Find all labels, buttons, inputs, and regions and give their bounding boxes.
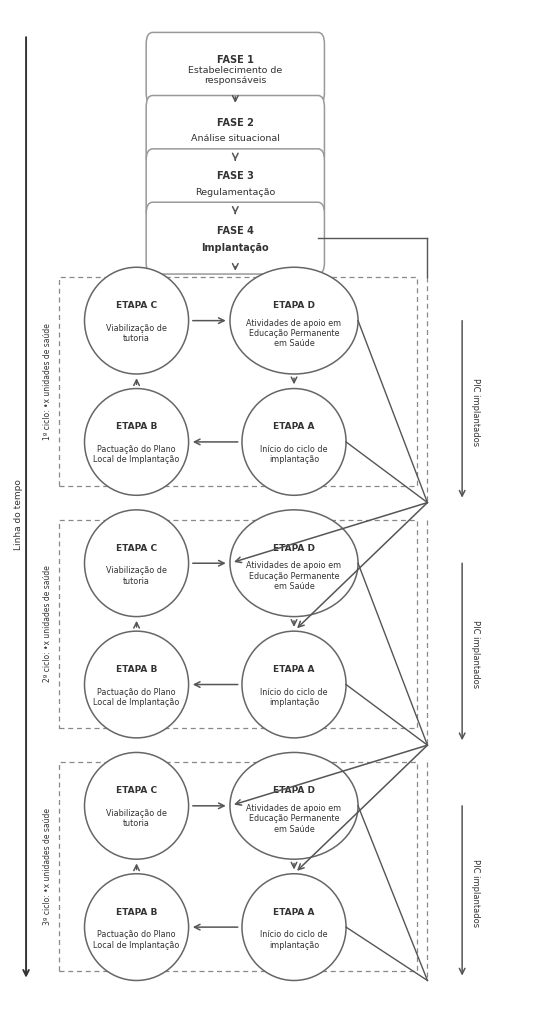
Text: ETAPA A: ETAPA A <box>273 422 315 431</box>
Ellipse shape <box>242 631 346 738</box>
Text: Análise situacional: Análise situacional <box>191 134 280 143</box>
Text: Atividades de apoio em
Educação Permanente
em Saúde: Atividades de apoio em Educação Permanen… <box>246 562 341 591</box>
Ellipse shape <box>242 874 346 981</box>
Ellipse shape <box>85 389 188 495</box>
Ellipse shape <box>242 389 346 495</box>
Text: Regulamentação: Regulamentação <box>195 188 275 197</box>
Text: PIC implantados: PIC implantados <box>471 620 480 688</box>
Text: Viabilização de
tutoria: Viabilização de tutoria <box>106 567 167 586</box>
Text: 3º ciclo: •x unidades de saúde: 3º ciclo: •x unidades de saúde <box>43 808 52 925</box>
Text: Linha do tempo: Linha do tempo <box>14 480 23 550</box>
Text: FASE 1: FASE 1 <box>217 55 254 65</box>
FancyBboxPatch shape <box>146 202 325 274</box>
Text: ETAPA D: ETAPA D <box>273 787 315 796</box>
Text: ETAPA A: ETAPA A <box>273 665 315 674</box>
Text: Pactuação do Plano
Local de Implantação: Pactuação do Plano Local de Implantação <box>93 445 180 465</box>
Text: PIC implantados: PIC implantados <box>471 378 480 445</box>
Text: Pactuação do Plano
Local de Implantação: Pactuação do Plano Local de Implantação <box>93 688 180 707</box>
Ellipse shape <box>230 510 358 616</box>
Text: Pactuação do Plano
Local de Implantação: Pactuação do Plano Local de Implantação <box>93 930 180 949</box>
Text: Atividades de apoio em
Educação Permanente
em Saúde: Atividades de apoio em Educação Permanen… <box>246 318 341 348</box>
Text: Início do ciclo de
implantação: Início do ciclo de implantação <box>260 930 328 949</box>
Text: ETAPA D: ETAPA D <box>273 543 315 552</box>
Text: ETAPA C: ETAPA C <box>116 543 157 552</box>
Ellipse shape <box>230 268 358 374</box>
Text: FASE 4: FASE 4 <box>217 226 254 236</box>
Text: Atividades de apoio em
Educação Permanente
em Saúde: Atividades de apoio em Educação Permanen… <box>246 804 341 833</box>
FancyBboxPatch shape <box>146 148 325 220</box>
Text: FASE 3: FASE 3 <box>217 171 254 181</box>
Ellipse shape <box>85 268 188 374</box>
Text: ETAPA A: ETAPA A <box>273 908 315 917</box>
Text: ETAPA C: ETAPA C <box>116 301 157 310</box>
Text: Início do ciclo de
implantação: Início do ciclo de implantação <box>260 445 328 465</box>
Text: Início do ciclo de
implantação: Início do ciclo de implantação <box>260 688 328 707</box>
Text: ETAPA C: ETAPA C <box>116 787 157 796</box>
Text: Viabilização de
tutoria: Viabilização de tutoria <box>106 809 167 828</box>
Text: Viabilização de
tutoria: Viabilização de tutoria <box>106 324 167 343</box>
FancyBboxPatch shape <box>146 96 325 168</box>
FancyBboxPatch shape <box>146 32 325 104</box>
Text: ETAPA B: ETAPA B <box>116 665 157 674</box>
Text: FASE 2: FASE 2 <box>217 118 254 127</box>
Ellipse shape <box>85 752 188 860</box>
Text: ETAPA B: ETAPA B <box>116 908 157 917</box>
Text: Implantação: Implantação <box>201 242 269 252</box>
Text: PIC implantados: PIC implantados <box>471 860 480 927</box>
Text: ETAPA D: ETAPA D <box>273 301 315 310</box>
Ellipse shape <box>85 631 188 738</box>
Ellipse shape <box>85 874 188 981</box>
Text: 1º ciclo: •x unidades de saúde: 1º ciclo: •x unidades de saúde <box>43 323 52 439</box>
Ellipse shape <box>85 510 188 616</box>
Ellipse shape <box>230 752 358 860</box>
Text: ETAPA B: ETAPA B <box>116 422 157 431</box>
Text: 2º ciclo: •x unidades de saúde: 2º ciclo: •x unidades de saúde <box>43 566 52 683</box>
Text: Estabelecimento de
responsáveis: Estabelecimento de responsáveis <box>188 66 282 85</box>
